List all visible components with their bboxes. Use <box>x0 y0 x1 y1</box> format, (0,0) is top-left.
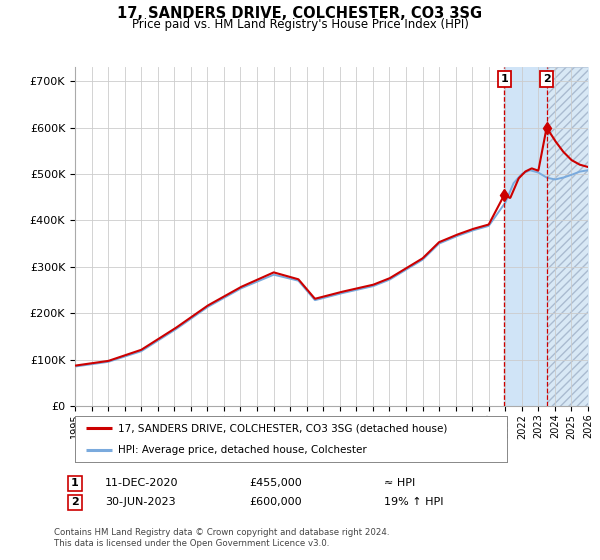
Text: 30-JUN-2023: 30-JUN-2023 <box>105 497 176 507</box>
Text: ≈ HPI: ≈ HPI <box>384 478 415 488</box>
Text: 11-DEC-2020: 11-DEC-2020 <box>105 478 179 488</box>
Text: £455,000: £455,000 <box>249 478 302 488</box>
Text: 2: 2 <box>71 497 79 507</box>
Text: 17, SANDERS DRIVE, COLCHESTER, CO3 3SG: 17, SANDERS DRIVE, COLCHESTER, CO3 3SG <box>118 6 482 21</box>
Text: 17, SANDERS DRIVE, COLCHESTER, CO3 3SG (detached house): 17, SANDERS DRIVE, COLCHESTER, CO3 3SG (… <box>118 423 448 433</box>
Text: 1: 1 <box>71 478 79 488</box>
Text: 1: 1 <box>500 74 508 84</box>
Text: HPI: Average price, detached house, Colchester: HPI: Average price, detached house, Colc… <box>118 445 367 455</box>
Text: Price paid vs. HM Land Registry's House Price Index (HPI): Price paid vs. HM Land Registry's House … <box>131 18 469 31</box>
Text: Contains HM Land Registry data © Crown copyright and database right 2024.
This d: Contains HM Land Registry data © Crown c… <box>54 528 389 548</box>
Text: 19% ↑ HPI: 19% ↑ HPI <box>384 497 443 507</box>
Text: £600,000: £600,000 <box>249 497 302 507</box>
Text: 2: 2 <box>543 74 551 84</box>
